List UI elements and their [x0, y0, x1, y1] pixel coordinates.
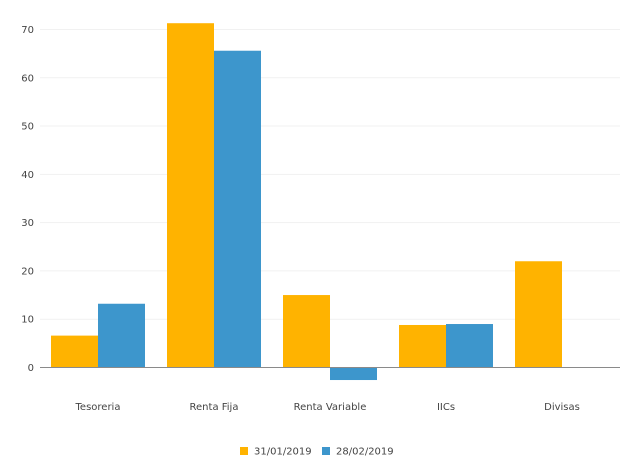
x-tick-label-divisas: Divisas	[544, 402, 580, 413]
legend-swatch-1	[240, 447, 248, 455]
x-tick-label-iics: IICs	[437, 402, 455, 413]
x-tick-label-tesoreria: Tesoreria	[75, 402, 121, 413]
bar-iics-series-2	[446, 324, 493, 368]
bar-renta-variable-series-1	[283, 295, 330, 368]
y-tick-label-20: 20	[21, 266, 34, 277]
legend-item-2[interactable]: 28/02/2019	[322, 447, 394, 458]
y-tick-label-50: 50	[21, 122, 34, 133]
bar-tesoreria-series-1	[51, 335, 98, 368]
bar-renta-variable-series-2	[330, 367, 377, 381]
grid-lines	[40, 28, 620, 320]
bar-divisas-series-1	[515, 261, 562, 368]
bar-renta-fija-series-2	[214, 50, 261, 368]
legend-label-1: 31/01/2019	[254, 447, 312, 458]
y-tick-label-30: 30	[21, 218, 34, 229]
legend-label-2: 28/02/2019	[336, 447, 394, 458]
y-tick-label-60: 60	[21, 73, 34, 84]
bar-renta-fija-series-1	[167, 23, 214, 368]
x-tick-label-renta-fija: Renta Fija	[190, 402, 239, 413]
y-tick-label-40: 40	[21, 170, 34, 181]
x-tick-label-renta-variable: Renta Variable	[294, 402, 367, 413]
bars	[51, 23, 562, 381]
bar-tesoreria-series-2	[98, 303, 145, 368]
legend: 31/01/2019 28/02/2019	[240, 447, 394, 458]
y-axis-tick-labels: 0 10 20 30 40 50 60 70	[21, 25, 34, 374]
bar-iics-series-1	[399, 324, 446, 368]
legend-item-1[interactable]: 31/01/2019	[240, 447, 312, 458]
x-axis-category-labels: Tesoreria Renta Fija Renta Variable IICs Div…	[75, 402, 580, 413]
y-tick-label-70: 70	[21, 25, 34, 36]
legend-swatch-2	[322, 447, 330, 455]
y-tick-label-0: 0	[28, 363, 34, 374]
y-tick-label-10: 10	[21, 315, 34, 326]
